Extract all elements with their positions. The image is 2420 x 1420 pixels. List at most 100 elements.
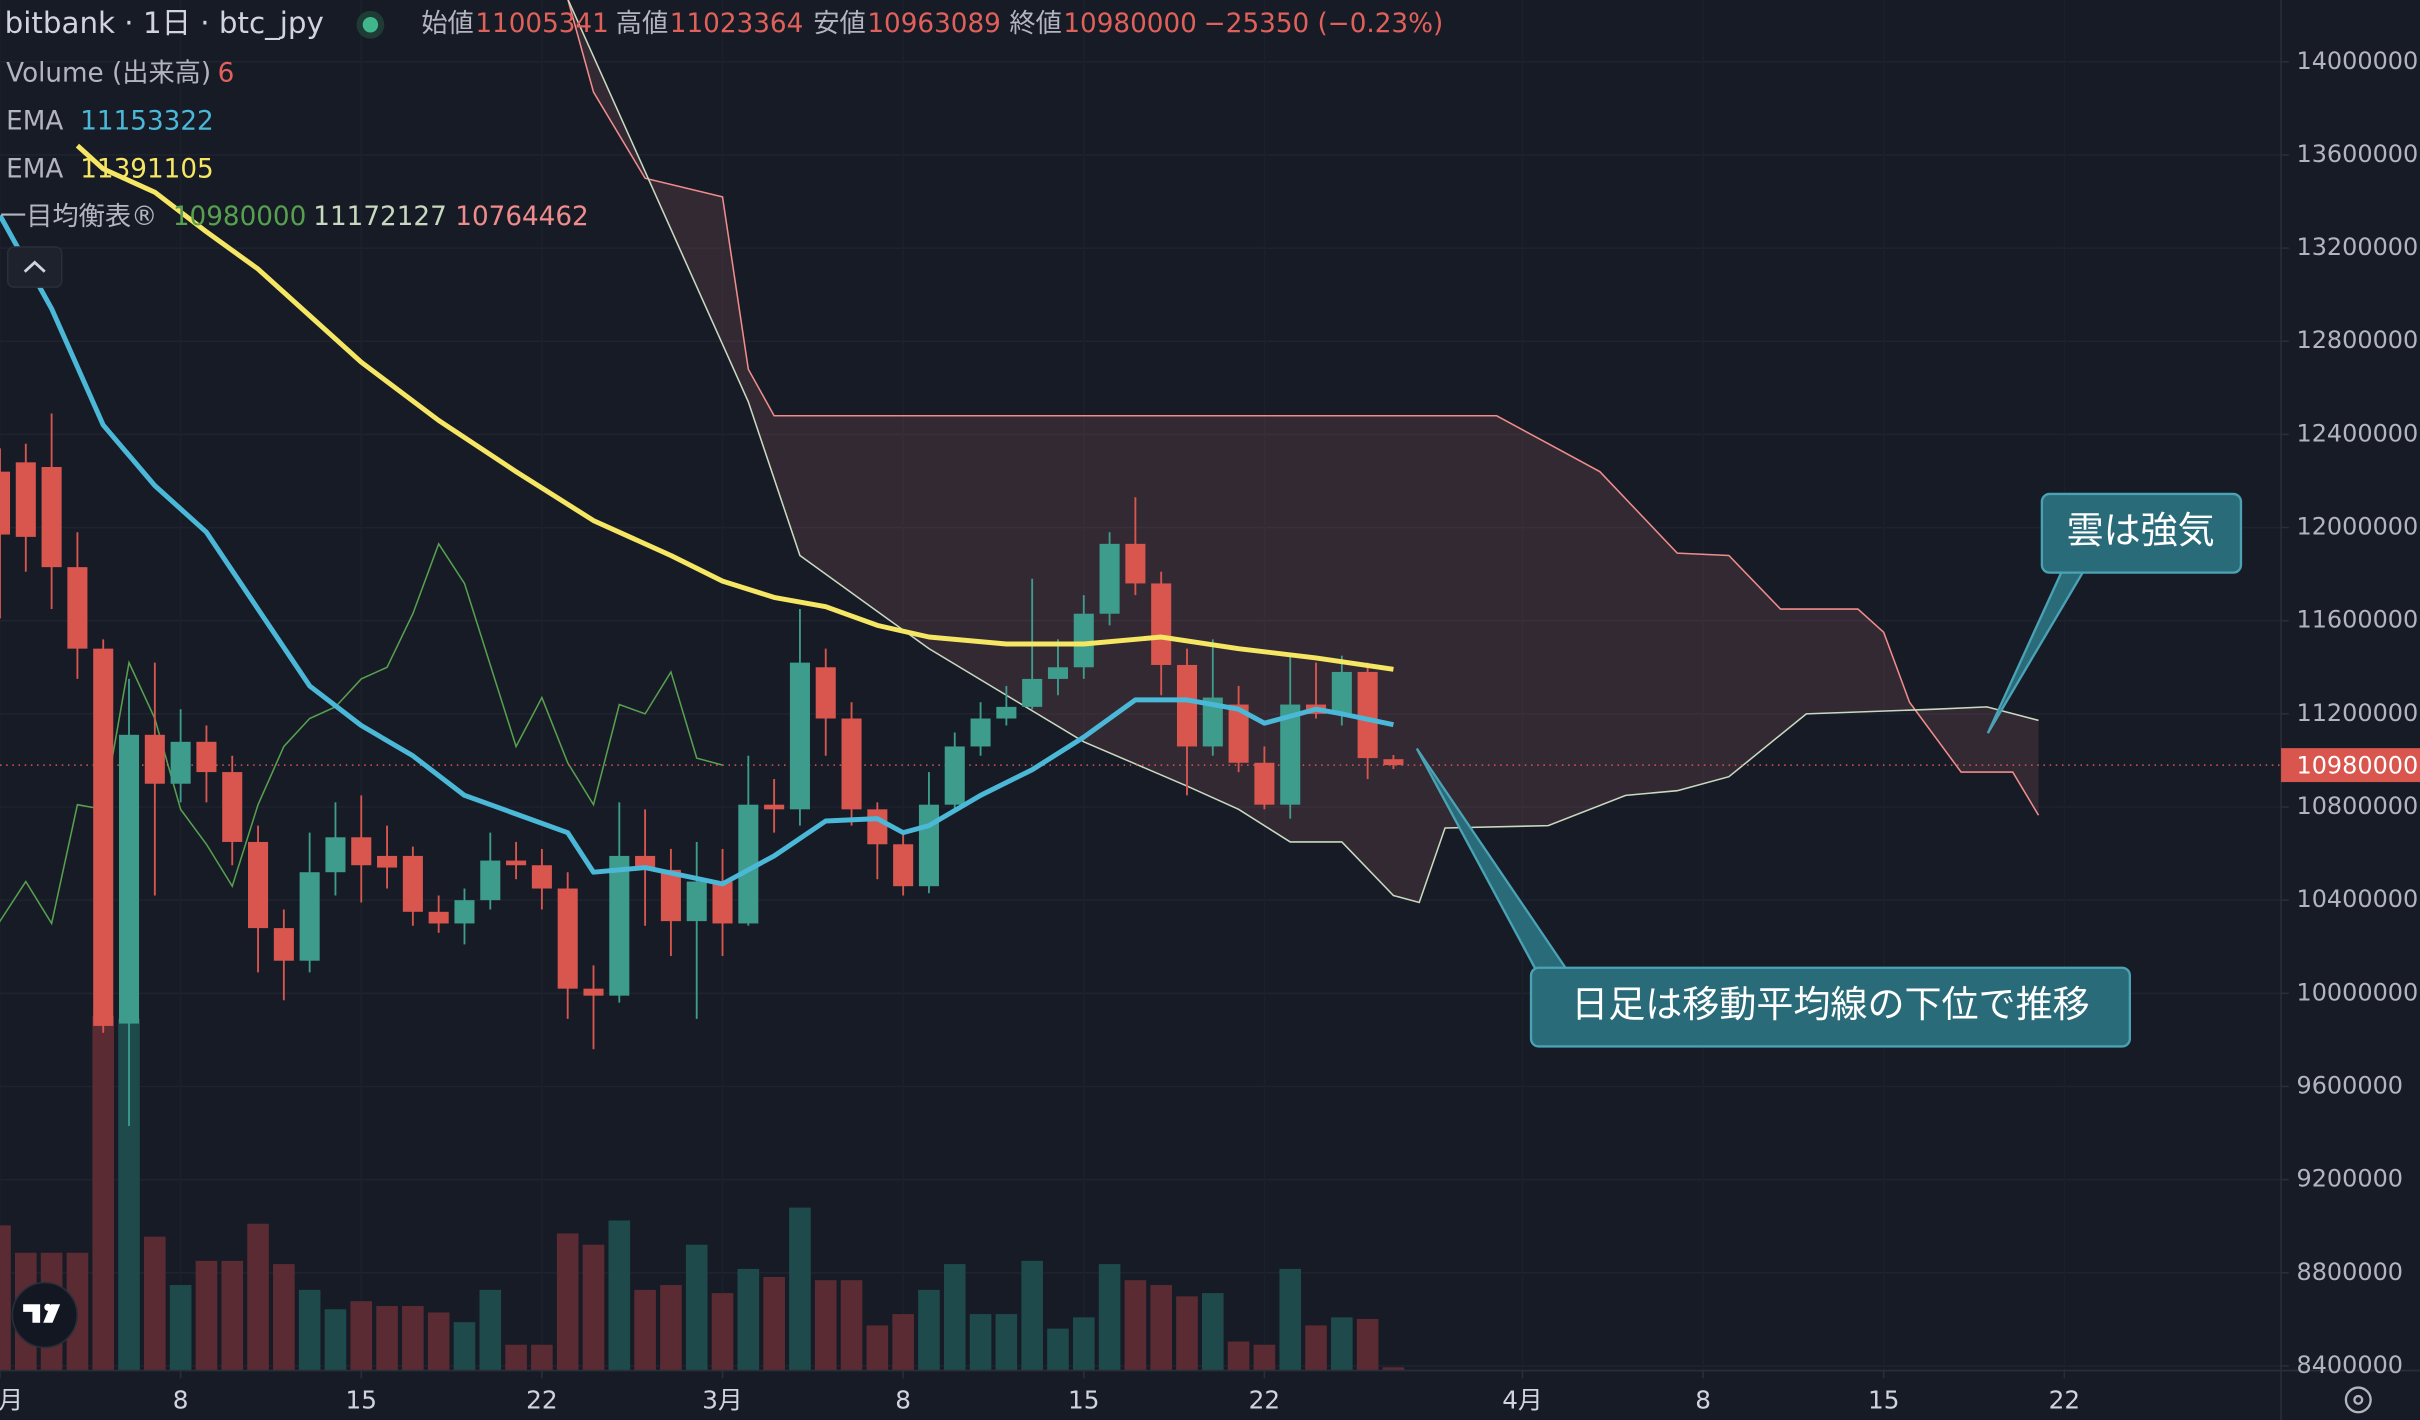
collapse-button[interactable] (6, 246, 63, 288)
volume-bar (711, 1293, 734, 1371)
ema-line (75, 143, 1394, 672)
candle-body (789, 662, 810, 810)
indicator-name: 一目均衡表® (0, 202, 157, 232)
volume-bar (1201, 1293, 1224, 1371)
candle-body (41, 467, 62, 568)
y-tick-label: 12800000 (2297, 326, 2419, 354)
x-tick-label: 8 (895, 1385, 911, 1414)
candle-body (248, 841, 269, 929)
candle-body (1331, 671, 1352, 714)
y-tick-label: 9600000 (2297, 1071, 2403, 1099)
ohlc-label: 終値 (1009, 9, 1061, 39)
volume-bar (660, 1285, 682, 1371)
volume-bar (505, 1344, 527, 1371)
volume-bar (1253, 1344, 1276, 1371)
y-tick-label: 14000000 (2297, 47, 2419, 75)
y-tick-label: 11200000 (2297, 699, 2419, 727)
volume-bar (427, 1312, 450, 1371)
candle-body (1383, 759, 1404, 766)
status-dot (362, 17, 379, 33)
volume-bar (1331, 1317, 1353, 1371)
ichimoku-span-a (567, 0, 2039, 904)
ohlc-value: 11005341 (475, 9, 608, 39)
candle-body (944, 746, 965, 805)
volume-bar (324, 1309, 347, 1371)
volume-bar (1279, 1268, 1302, 1371)
candle-body (170, 741, 191, 784)
candle-body (893, 844, 914, 887)
volume-bar (1021, 1260, 1043, 1371)
x-tick-label: 4月 (1502, 1385, 1542, 1414)
symbol-title: bitbank · 1日 · btc_jpy (5, 6, 324, 40)
x-tick-label: 月 (0, 1385, 23, 1414)
ohlc-label: 始値 (421, 9, 473, 39)
indicator-value: 11153322 (80, 106, 213, 136)
candle-body (377, 855, 398, 868)
change-value: −25350 (−0.23%) (1204, 9, 1443, 39)
y-tick-label: 8400000 (2297, 1351, 2403, 1379)
x-tick-label: 22 (526, 1385, 557, 1414)
x-tick-label: 22 (1249, 1385, 1280, 1414)
candle-body (196, 741, 217, 773)
indicator-name: Volume (出来高) (6, 59, 211, 89)
volume-bar (273, 1264, 295, 1371)
candle-body (738, 804, 759, 924)
settings-icon[interactable] (2344, 1386, 2372, 1414)
price-label: 10980000 (2297, 752, 2419, 780)
volume-bar (995, 1314, 1018, 1371)
volume-bar (737, 1268, 760, 1371)
candle-body (1099, 543, 1120, 614)
candle-body (1073, 613, 1094, 668)
x-tick-label: 15 (1068, 1385, 1099, 1414)
volume-bar (556, 1233, 579, 1371)
candle-body (222, 772, 243, 842)
volume-bar (350, 1301, 373, 1371)
ema-line (0, 214, 1394, 887)
candle-body (918, 804, 939, 887)
volume-bar (1150, 1285, 1172, 1371)
volume-bar (814, 1280, 837, 1371)
volume-bar (634, 1289, 656, 1371)
callout: 雲は強気 (1986, 492, 2243, 734)
volume-bar (1124, 1280, 1147, 1371)
callout-box (2040, 492, 2243, 574)
candle-body (351, 837, 372, 866)
volume-bar (1176, 1296, 1198, 1371)
y-tick-label: 13600000 (2297, 140, 2419, 168)
x-tick-label: 15 (346, 1385, 377, 1414)
tradingview-logo[interactable] (11, 1281, 78, 1349)
y-tick-label: 9200000 (2297, 1165, 2403, 1193)
candle-body (299, 872, 320, 961)
volume-bar (169, 1285, 192, 1371)
volume-bar (376, 1306, 398, 1371)
indicator-value: 10764462 (455, 202, 588, 232)
gear (2344, 1386, 2372, 1414)
candle-body (1280, 704, 1301, 805)
volume-bar (118, 1018, 140, 1371)
volume-bar (969, 1314, 992, 1371)
candle-body (273, 928, 294, 961)
volume-bar (1305, 1325, 1327, 1371)
volume-bar (1098, 1264, 1121, 1371)
y-tick-label: 10000000 (2297, 978, 2419, 1006)
volume-bar (763, 1276, 785, 1371)
candle-body (480, 860, 501, 901)
candle-body (686, 881, 707, 922)
x-tick-label: 8 (173, 1385, 189, 1414)
candle-body (402, 855, 423, 912)
volume-bar (92, 1015, 115, 1371)
y-tick-label: 10800000 (2297, 792, 2419, 820)
collapse-icon (23, 260, 46, 273)
volume-bar (685, 1244, 708, 1371)
candle-body (1125, 543, 1146, 584)
price-label-box (2281, 748, 2420, 783)
gear-center (2353, 1394, 2364, 1405)
candle-body (996, 706, 1017, 719)
ohlc-value: 10980000 (1063, 9, 1196, 39)
indicator-value: 6 (218, 59, 235, 89)
x-tick-label: 8 (1695, 1385, 1711, 1414)
y-tick-label: 13200000 (2297, 233, 2419, 261)
volume-bar (1072, 1317, 1095, 1371)
